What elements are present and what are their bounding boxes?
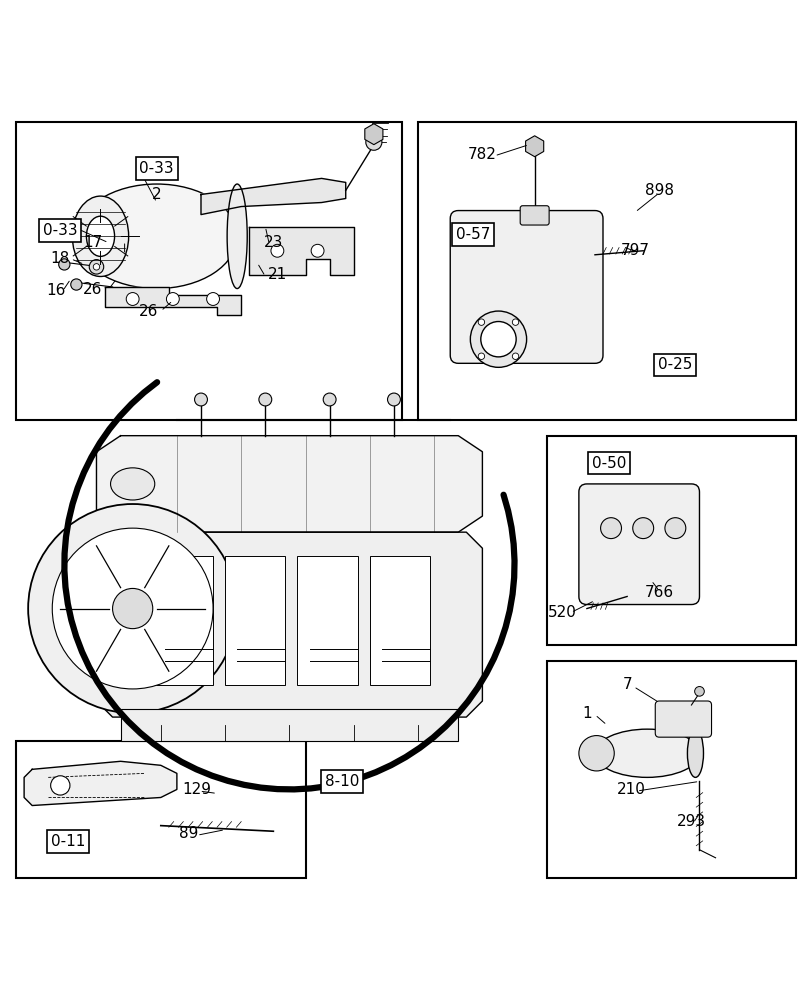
Circle shape: [259, 393, 271, 406]
Circle shape: [512, 319, 518, 325]
Circle shape: [112, 588, 153, 629]
Circle shape: [664, 518, 685, 539]
Text: 797: 797: [620, 243, 649, 258]
Circle shape: [51, 776, 70, 795]
Polygon shape: [96, 436, 482, 532]
Text: 0-25: 0-25: [658, 357, 691, 372]
Text: 0-11: 0-11: [51, 834, 85, 849]
Circle shape: [470, 311, 526, 367]
FancyBboxPatch shape: [520, 206, 548, 225]
Text: 782: 782: [467, 147, 496, 162]
Text: 0-50: 0-50: [592, 456, 626, 471]
Circle shape: [578, 736, 613, 771]
Ellipse shape: [594, 729, 699, 777]
Text: 0-33: 0-33: [43, 223, 78, 238]
Bar: [369, 556, 430, 685]
Circle shape: [166, 293, 179, 305]
Text: 18: 18: [51, 251, 70, 266]
Text: 17: 17: [83, 235, 102, 250]
Text: 7: 7: [622, 677, 631, 692]
Ellipse shape: [111, 468, 154, 500]
Circle shape: [512, 353, 518, 359]
Ellipse shape: [687, 729, 703, 777]
Bar: [120, 709, 458, 741]
Ellipse shape: [227, 184, 247, 289]
Text: 520: 520: [548, 605, 577, 620]
Ellipse shape: [72, 196, 128, 276]
Text: 1: 1: [581, 706, 591, 721]
Text: 766: 766: [644, 585, 673, 600]
Polygon shape: [96, 532, 482, 717]
Text: 2: 2: [152, 187, 161, 202]
Text: 26: 26: [139, 304, 158, 319]
Text: 89: 89: [179, 826, 198, 841]
Circle shape: [271, 244, 283, 257]
Circle shape: [59, 259, 70, 270]
Text: 8-10: 8-10: [324, 774, 358, 789]
Circle shape: [632, 518, 653, 539]
Bar: [546, 436, 795, 645]
Text: 293: 293: [676, 814, 705, 829]
Circle shape: [28, 504, 237, 713]
Text: 16: 16: [47, 283, 66, 298]
Circle shape: [694, 687, 703, 696]
Bar: [546, 661, 795, 878]
Circle shape: [89, 260, 104, 274]
Circle shape: [387, 393, 400, 406]
FancyBboxPatch shape: [450, 211, 602, 363]
Text: 26: 26: [83, 282, 102, 297]
Bar: [16, 122, 402, 420]
Circle shape: [126, 293, 139, 305]
Circle shape: [194, 393, 207, 406]
Circle shape: [71, 279, 82, 290]
Text: 23: 23: [263, 235, 283, 250]
Circle shape: [52, 528, 213, 689]
Circle shape: [478, 353, 484, 359]
Bar: [153, 556, 213, 685]
Circle shape: [365, 134, 381, 150]
Circle shape: [600, 518, 621, 539]
Polygon shape: [24, 761, 177, 806]
Circle shape: [206, 293, 219, 305]
Text: 0-57: 0-57: [455, 227, 489, 242]
Text: 210: 210: [616, 782, 645, 797]
Circle shape: [323, 393, 336, 406]
Bar: [418, 122, 795, 420]
Text: 0-33: 0-33: [139, 161, 174, 176]
FancyBboxPatch shape: [578, 484, 699, 605]
FancyBboxPatch shape: [654, 701, 711, 737]
Circle shape: [480, 322, 516, 357]
Polygon shape: [104, 287, 241, 315]
Text: 898: 898: [644, 183, 673, 198]
Bar: [16, 741, 305, 878]
Ellipse shape: [87, 216, 115, 256]
Text: 21: 21: [267, 267, 287, 282]
Polygon shape: [249, 227, 353, 275]
Circle shape: [93, 264, 100, 270]
Text: 129: 129: [182, 782, 211, 797]
Circle shape: [311, 244, 324, 257]
Circle shape: [478, 319, 484, 325]
Ellipse shape: [76, 184, 237, 289]
Bar: [297, 556, 357, 685]
Bar: [225, 556, 285, 685]
Polygon shape: [201, 178, 345, 215]
